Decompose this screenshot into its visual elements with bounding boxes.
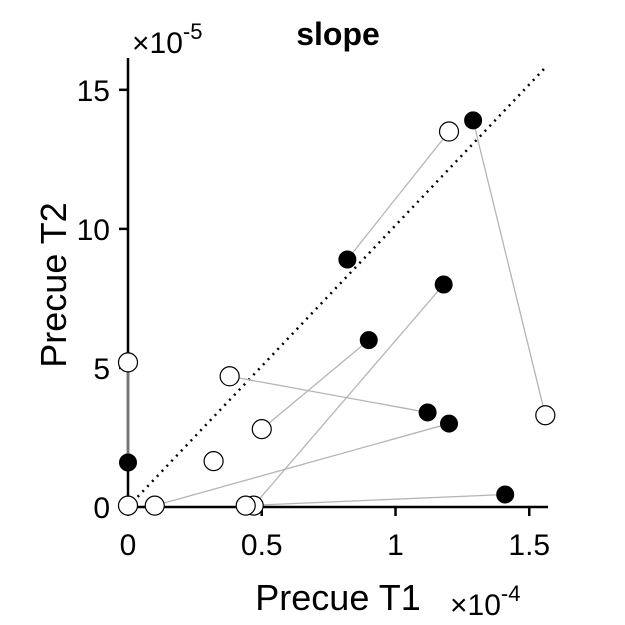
open-point xyxy=(117,495,139,516)
open-point xyxy=(251,419,272,440)
y-exponent-base: ×10 xyxy=(132,27,183,60)
open-point xyxy=(203,451,224,472)
data-points xyxy=(117,111,556,516)
pair-connector xyxy=(229,375,428,414)
filled-point xyxy=(434,275,453,294)
filled-point xyxy=(338,250,357,269)
axes: 0 0.5 1 1.5 0 5 10 15 xyxy=(77,58,550,562)
y-exponent-label: ×10-5 xyxy=(132,19,202,60)
pair-connector xyxy=(261,339,370,430)
x-tick-label: 0.5 xyxy=(241,529,283,562)
y-tick-label: 10 xyxy=(77,214,110,247)
filled-point xyxy=(359,331,378,350)
y-axis-title: Precue T2 xyxy=(33,202,74,367)
x-exponent-base: ×10 xyxy=(450,589,501,622)
filled-point xyxy=(496,485,515,504)
y-tick-label: 5 xyxy=(93,353,110,386)
x-exponent-label: ×10-4 xyxy=(450,581,520,622)
pair-connector xyxy=(472,120,546,416)
open-point xyxy=(219,366,240,387)
x-tick-label: 0 xyxy=(120,529,137,562)
filled-point xyxy=(418,403,437,422)
pair-connector xyxy=(346,131,450,260)
pair-connector xyxy=(253,284,445,507)
y-tick-label: 15 xyxy=(77,75,110,108)
open-point xyxy=(535,405,556,426)
diagonal-reference xyxy=(127,66,547,508)
filled-point xyxy=(440,414,459,433)
filled-point xyxy=(119,453,137,472)
x-tick-label: 1.5 xyxy=(508,529,550,562)
y-exponent-power: -5 xyxy=(183,19,203,44)
pair-connector xyxy=(154,422,450,507)
x-exponent-power: -4 xyxy=(501,581,521,606)
open-point xyxy=(117,352,139,373)
pair-connectors xyxy=(127,120,546,507)
open-point xyxy=(235,495,256,516)
x-axis-title: Precue T1 xyxy=(255,577,420,618)
pair-connector xyxy=(245,493,506,507)
open-point xyxy=(438,121,460,142)
open-point xyxy=(144,495,165,516)
filled-point xyxy=(464,111,483,130)
x-tick-label: 1 xyxy=(387,529,404,562)
chart-title: slope xyxy=(296,16,380,52)
identity-diagonal xyxy=(127,66,547,508)
y-tick-label: 0 xyxy=(93,492,110,525)
